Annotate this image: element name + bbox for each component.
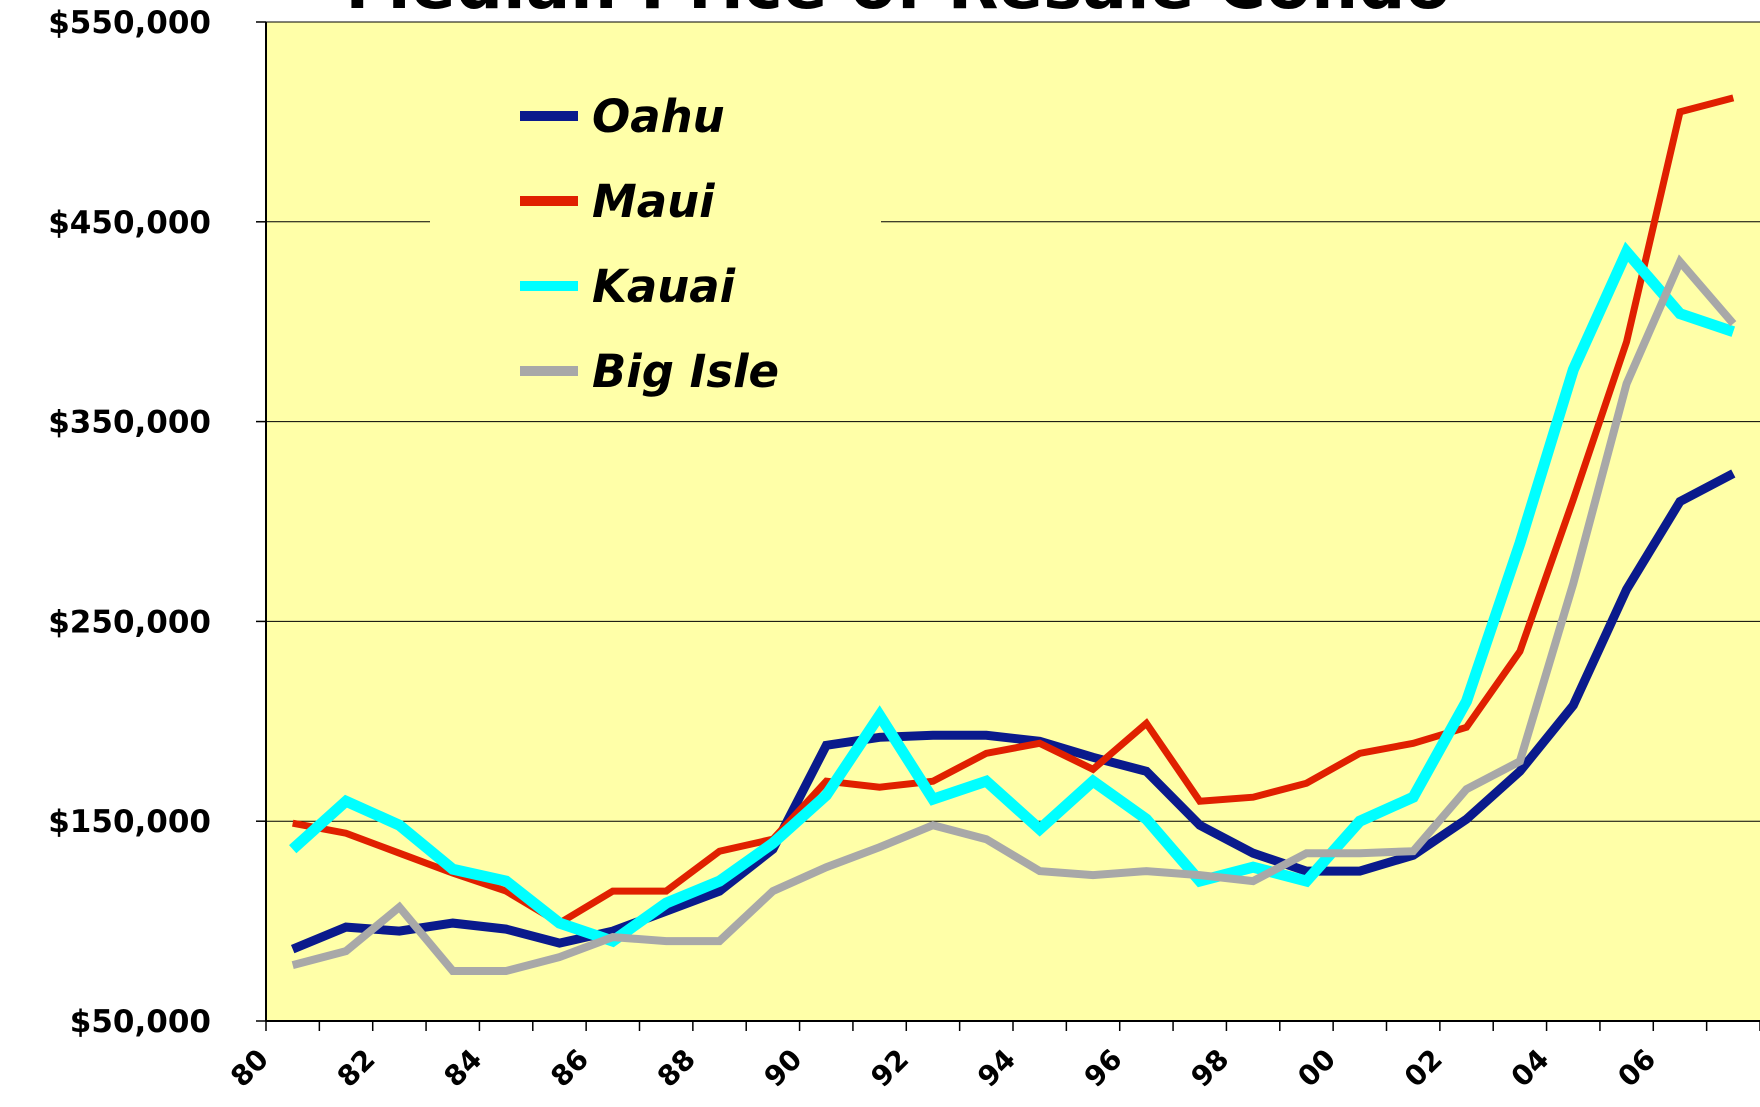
legend-label: Kauai: [592, 260, 736, 313]
x-tick-label: 82: [331, 1043, 382, 1094]
series-line: [289, 241, 1736, 948]
x-tick-label: 96: [1078, 1043, 1129, 1094]
x-tick-label: 06: [1611, 1043, 1662, 1094]
legend-label: Big Isle: [592, 345, 779, 398]
x-tick-label: 98: [1184, 1043, 1235, 1094]
y-tick-label: $350,000: [48, 405, 211, 441]
y-tick-label: $50,000: [70, 1004, 211, 1040]
y-tick-label: $250,000: [48, 604, 211, 640]
chart-title: Median Price of Resale Condo: [345, 0, 1450, 24]
y-tick-label: $450,000: [48, 205, 211, 241]
legend-label: Oahu: [592, 90, 725, 143]
y-tick-label: $550,000: [48, 5, 211, 41]
x-tick-label: 84: [437, 1043, 488, 1094]
legend-box: [430, 78, 881, 415]
x-tick-label: 02: [1398, 1043, 1449, 1094]
x-tick-label: 94: [971, 1043, 1022, 1094]
series-line: [290, 469, 1736, 954]
x-tick-label: 86: [544, 1043, 595, 1094]
legend-label: Maui: [592, 175, 715, 228]
x-tick-label: 90: [758, 1043, 809, 1094]
y-tick-label: $150,000: [48, 804, 211, 840]
x-tick-label: 00: [1291, 1043, 1342, 1094]
series-line: [291, 254, 1737, 975]
x-tick-label: 04: [1505, 1043, 1556, 1094]
x-tick-label: 80: [224, 1043, 275, 1094]
x-tick-label: 92: [864, 1043, 915, 1094]
x-tick-label: 88: [651, 1043, 702, 1094]
